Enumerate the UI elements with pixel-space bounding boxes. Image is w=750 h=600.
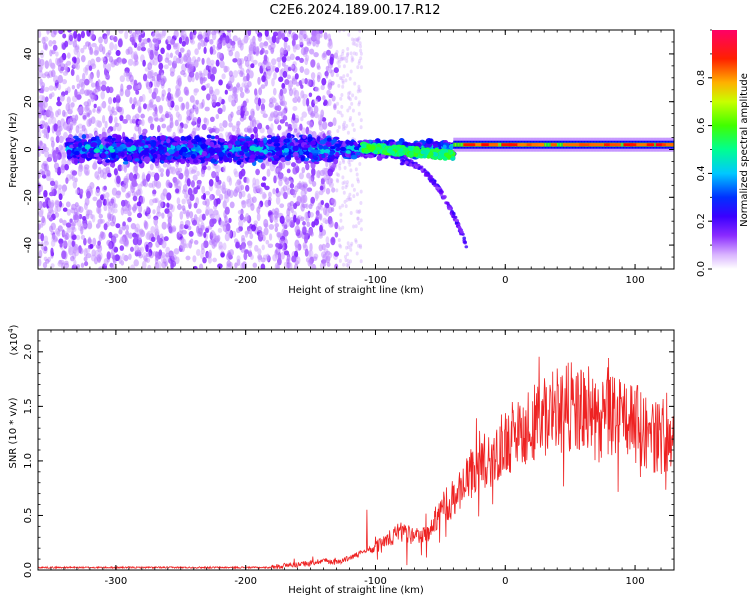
snr-ytick-label: 1.5 [23,398,34,414]
snr-ytick-label: 0.0 [23,562,34,578]
snr-xtick-label: -100 [364,576,387,587]
spectrogram-xtick-label: -300 [105,275,128,286]
spectrogram-xtick-label: 0 [502,275,508,286]
colorbar: 0.0 0.2 0.4 0.6 0.8 Normalized spectral ampl… [696,29,750,277]
spectrogram-xtick-label: -200 [234,275,257,286]
colorbar-gradient [712,30,737,269]
snr-xlabel: Height of straight line (km) [288,585,424,596]
snr-ytick-label: 2.0 [23,344,34,360]
snr-xtick-label: 100 [626,576,645,587]
snr-xtick-label: -200 [234,576,257,587]
figure-title: C2E6.2024.189.00.17.R12 [269,3,440,18]
spectrogram-ytick-label: 0 [23,146,34,152]
spectrogram-ytick-label: 20 [23,95,34,108]
colorbar-label: Normalized spectral amplitude [739,73,750,227]
snr-multiplier-close: ) [9,324,20,328]
colorbar-tick-label: 0.4 [696,165,707,181]
colorbar-tick-label: 0.2 [696,213,707,229]
snr-panel: -300 -200 -100 0 100 0.0 0.5 1.0 1.5 2.0 Height o… [7,324,675,596]
spectrogram-xtick-label: -100 [364,275,387,286]
snr-multiplier-exp: 4 [7,328,15,333]
spectrogram-xtick-label: 100 [626,275,645,286]
snr-multiplier-base: (x10 [9,333,20,356]
spectrogram-ytick-label: 40 [23,48,34,61]
colorbar-tick-label: 0.8 [696,70,707,86]
snr-xtick-label: 0 [502,576,508,587]
snr-xtick-label: -300 [105,576,128,587]
colorbar-tick-label: 0.6 [696,118,707,134]
snr-ylabel: SNR (10 * v/v) [8,397,19,468]
snr-axes: -300 -200 -100 0 100 0.0 0.5 1.0 1.5 2.0 [23,329,675,587]
spectrogram-heatmap [38,30,674,269]
spectrogram-ytick-label: -20 [23,189,34,205]
snr-ytick-label: 1.0 [23,453,34,469]
colorbar-ticks: 0.0 0.2 0.4 0.6 0.8 [696,29,712,277]
colorbar-tick-label: 0.0 [696,261,707,277]
snr-multiplier: (x104) [7,324,20,355]
snr-ytick-label: 0.5 [23,508,34,524]
spectrogram-ytick-label: -40 [23,237,34,253]
spectrogram-ylabel: Frequency (Hz) [8,112,19,188]
snr-series-line [38,356,674,570]
spectrogram-xlabel: Height of straight line (km) [288,285,424,296]
snr-frame [37,329,675,571]
